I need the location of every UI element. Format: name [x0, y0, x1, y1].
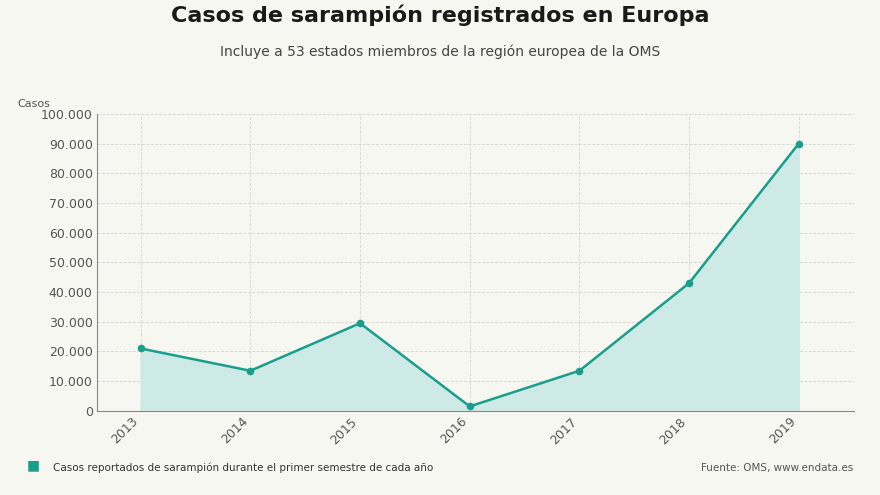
Text: Casos reportados de sarampión durante el primer semestre de cada año: Casos reportados de sarampión durante el…: [53, 462, 433, 473]
Point: [792, 140, 806, 148]
Point: [134, 345, 148, 352]
Point: [682, 279, 696, 287]
Point: [243, 367, 257, 375]
Point: [353, 319, 367, 327]
Point: [572, 367, 586, 375]
Text: Casos: Casos: [18, 99, 50, 109]
Point: [463, 402, 477, 410]
Text: Casos de sarampión registrados en Europa: Casos de sarampión registrados en Europa: [171, 5, 709, 26]
Text: ■: ■: [26, 458, 40, 472]
Text: Fuente: OMS, www.endata.es: Fuente: OMS, www.endata.es: [701, 463, 854, 473]
Text: Incluye a 53 estados miembros de la región europea de la OMS: Incluye a 53 estados miembros de la regi…: [220, 45, 660, 59]
